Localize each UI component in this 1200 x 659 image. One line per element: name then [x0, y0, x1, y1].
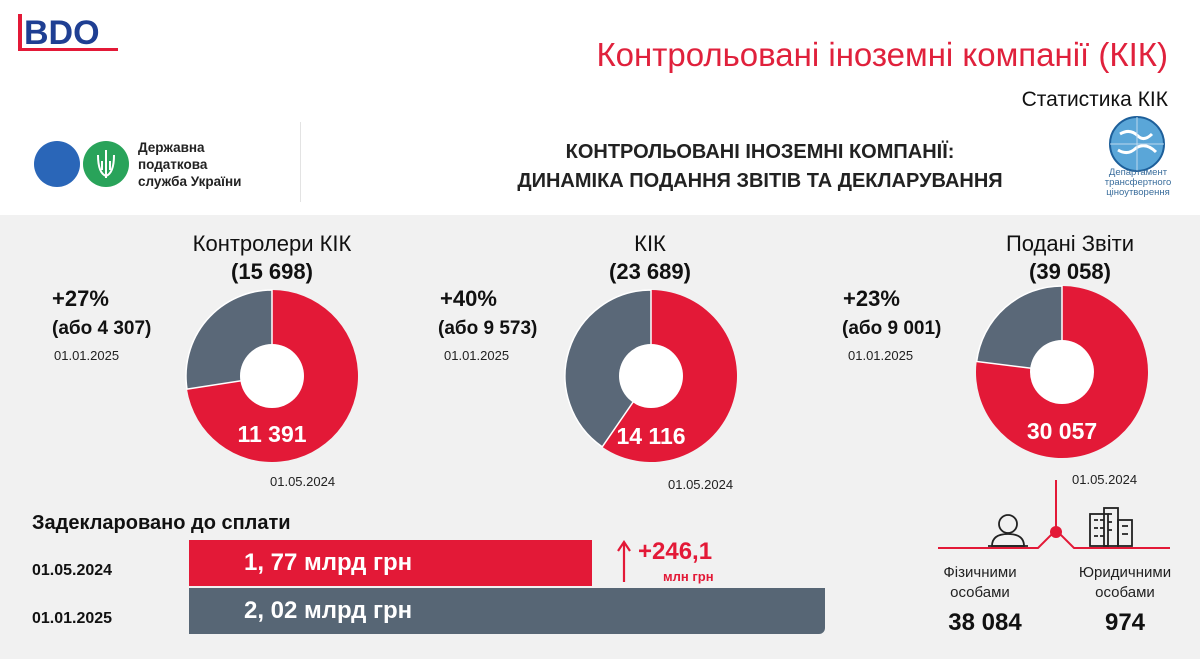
bars-title: Задекларовано до сплати — [32, 512, 291, 534]
bar-value-label: 2, 02 млрд грн — [244, 597, 413, 624]
date-new-controllers: 01.01.2025 — [54, 348, 120, 363]
bar-value-label: 1, 77 млрд грн — [244, 549, 413, 576]
date-new-reports: 01.01.2025 — [848, 348, 914, 363]
bar-2024: 1, 77 млрд грн — [189, 540, 592, 586]
tax-service-logo-icon — [34, 141, 129, 187]
delta-unit: млн грн — [663, 569, 714, 584]
pie-chart-controllers: 11 391 — [185, 289, 358, 462]
growth-abs-kik: (або 9 573) — [438, 318, 538, 339]
main-heading: КОНТРОЛЬОВАНІ ІНОЗЕМНІ КОМПАНІЇ: ДИНАМІК… — [517, 141, 1003, 192]
date-old-kik: 01.05.2024 — [668, 477, 734, 492]
date-new-kik: 01.01.2025 — [444, 348, 510, 363]
pie-chart-reports: 30 057 — [975, 285, 1148, 458]
building-icon — [1089, 507, 1133, 547]
date-old-reports: 01.05.2024 — [1072, 472, 1138, 487]
delta-value: +246,1 — [638, 538, 713, 565]
pie-value-label: 14 116 — [616, 423, 685, 449]
pie-slice-grey — [564, 289, 652, 448]
pie-value-label: 11 391 — [237, 421, 306, 447]
bar-2025: 2, 02 млрд грн — [189, 588, 825, 634]
date-old-controllers: 01.05.2024 — [270, 474, 336, 489]
department-name: Департамент трансфертного ціноутворення — [1104, 167, 1172, 198]
pie-title-controllers: Контролери КІК (15 698) — [192, 231, 352, 284]
entities-label: Юридичними особами — [1078, 564, 1172, 601]
page-title: Контрольовані іноземні компанії (КІК) — [596, 36, 1168, 73]
growth-pct-kik: +40% — [440, 286, 497, 311]
pie-value-label: 30 057 — [1027, 418, 1097, 444]
arrow-up-icon — [617, 540, 631, 582]
bdo-logo: BDO — [18, 14, 118, 52]
header-divider — [300, 122, 301, 202]
bar-date-2024: 01.05.2024 — [32, 562, 113, 579]
growth-abs-reports: (або 9 001) — [842, 318, 942, 339]
pie-title-kik: КІК (23 689) — [609, 231, 691, 284]
individuals-label: Фізичними особами — [943, 564, 1017, 601]
pie-chart-kik: 14 116 — [564, 289, 737, 462]
individuals-value: 38 084 — [948, 609, 1022, 636]
growth-pct-reports: +23% — [843, 286, 900, 311]
pie-title-reports: Подані Звіти (39 058) — [1005, 231, 1134, 284]
growth-pct-controllers: +27% — [52, 286, 109, 311]
pie-hole — [619, 344, 683, 408]
page-subtitle: Статистика КІК — [1021, 88, 1168, 111]
growth-abs-controllers: (або 4 307) — [52, 318, 152, 339]
breakdown-connector — [938, 480, 1170, 549]
pie-hole — [240, 344, 304, 408]
svg-text:BDO: BDO — [24, 14, 100, 52]
person-icon — [988, 514, 1028, 547]
globe-icon — [1109, 116, 1165, 172]
pie-hole — [1030, 340, 1094, 404]
bar-date-2025: 01.01.2025 — [32, 610, 113, 627]
tax-service-name: Державна податкова служба України — [138, 140, 242, 189]
entities-value: 974 — [1104, 609, 1146, 636]
